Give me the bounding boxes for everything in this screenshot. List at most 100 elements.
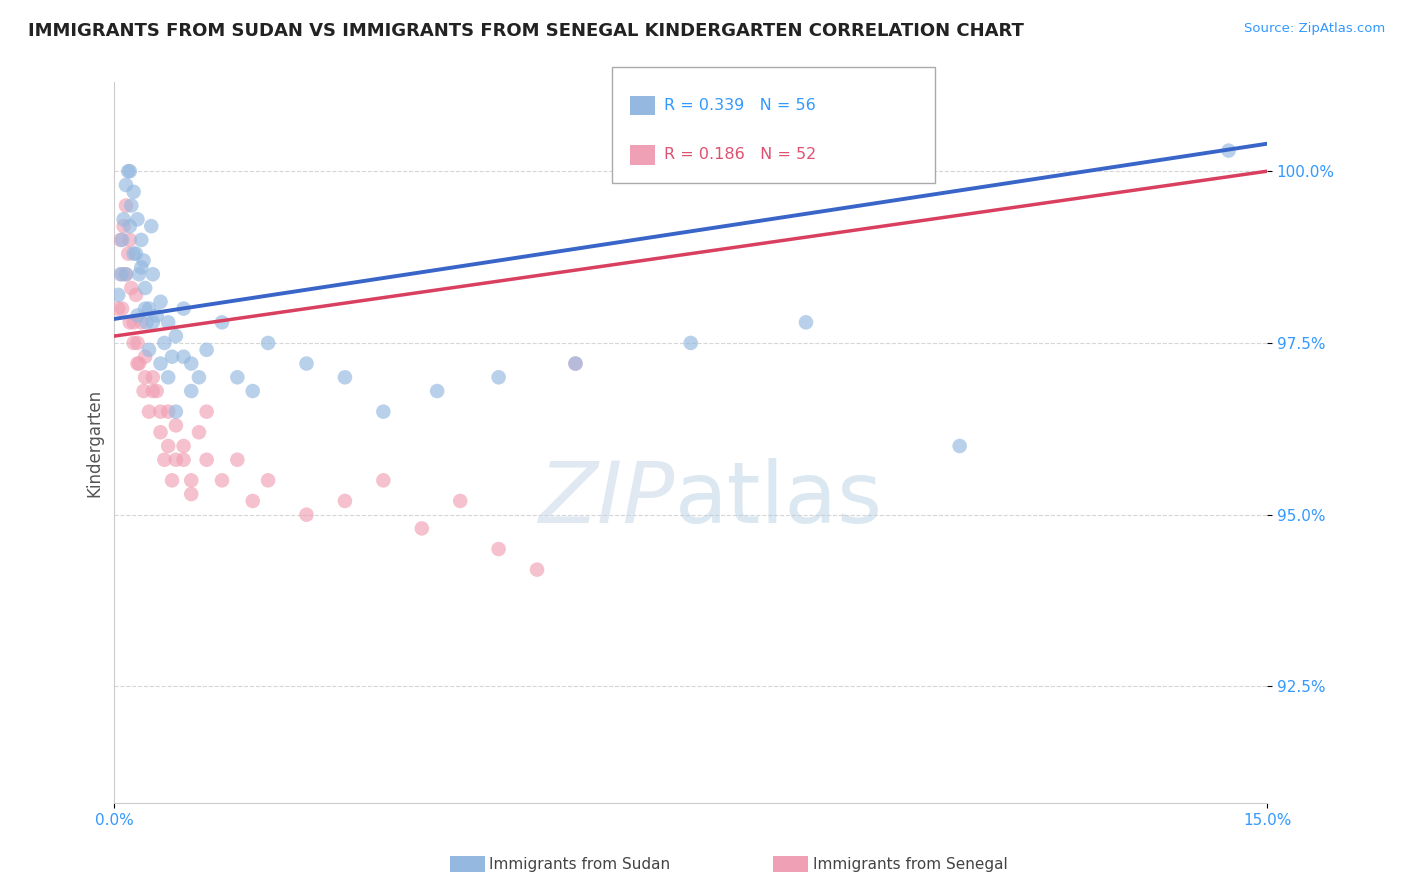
Text: R = 0.186   N = 52: R = 0.186 N = 52 <box>664 147 815 162</box>
Point <box>131 260 153 275</box>
Text: ZIP: ZIP <box>538 458 675 541</box>
Point <box>160 350 183 364</box>
Point <box>187 370 209 384</box>
Point <box>145 309 167 323</box>
Point <box>211 474 233 488</box>
Point <box>117 164 139 178</box>
Point <box>195 404 218 418</box>
Point <box>141 219 163 234</box>
Point <box>118 315 141 329</box>
Point <box>195 452 218 467</box>
Point <box>138 301 160 316</box>
Point <box>187 425 209 440</box>
Text: atlas: atlas <box>675 458 883 541</box>
Point <box>131 233 153 247</box>
Point <box>132 253 155 268</box>
Point <box>160 474 183 488</box>
Point <box>333 494 356 508</box>
Point <box>122 335 145 350</box>
Point <box>173 301 195 316</box>
Point <box>449 494 471 508</box>
Point <box>149 294 172 309</box>
Point <box>257 335 280 350</box>
Point <box>127 335 149 350</box>
Point <box>128 357 150 371</box>
Point <box>165 418 187 433</box>
Point <box>242 494 264 508</box>
Point <box>242 384 264 398</box>
Point <box>949 439 972 453</box>
Point <box>149 425 172 440</box>
Point <box>112 219 135 234</box>
Point <box>107 301 129 316</box>
Point <box>110 233 132 247</box>
Point <box>180 487 202 501</box>
Point <box>134 301 156 316</box>
Point <box>107 288 129 302</box>
Y-axis label: Kindergarten: Kindergarten <box>86 389 103 497</box>
Point <box>794 315 817 329</box>
Point <box>165 329 187 343</box>
Text: IMMIGRANTS FROM SUDAN VS IMMIGRANTS FROM SENEGAL KINDERGARTEN CORRELATION CHART: IMMIGRANTS FROM SUDAN VS IMMIGRANTS FROM… <box>28 22 1024 40</box>
Point <box>138 404 160 418</box>
Point <box>426 384 449 398</box>
Point <box>211 315 233 329</box>
Point <box>173 452 195 467</box>
Point <box>135 315 157 329</box>
Text: Source: ZipAtlas.com: Source: ZipAtlas.com <box>1244 22 1385 36</box>
Point <box>117 246 139 260</box>
Point <box>488 370 510 384</box>
Point <box>142 267 165 281</box>
Point <box>173 350 195 364</box>
Point <box>488 542 510 557</box>
Point <box>157 439 180 453</box>
Point <box>122 246 145 260</box>
Point <box>112 212 135 227</box>
Point <box>180 384 202 398</box>
Point <box>118 164 141 178</box>
Point <box>157 404 180 418</box>
Point <box>128 267 150 281</box>
Point <box>564 357 586 371</box>
Point <box>115 198 138 212</box>
Point <box>564 357 586 371</box>
Point <box>153 452 176 467</box>
Point <box>122 315 145 329</box>
Point <box>120 198 142 212</box>
Point <box>373 474 395 488</box>
Text: Immigrants from Sudan: Immigrants from Sudan <box>489 857 671 871</box>
Point <box>226 452 249 467</box>
Point <box>132 384 155 398</box>
Point <box>226 370 249 384</box>
Point <box>526 563 548 577</box>
Point <box>111 301 134 316</box>
Point <box>165 404 187 418</box>
Point <box>127 357 149 371</box>
Point <box>115 178 138 192</box>
Point <box>142 315 165 329</box>
Point <box>165 452 187 467</box>
Point <box>138 343 160 357</box>
Point <box>411 521 433 535</box>
Point <box>120 281 142 295</box>
Point <box>134 281 156 295</box>
Point <box>149 404 172 418</box>
Point <box>142 370 165 384</box>
Point <box>149 357 172 371</box>
Point <box>195 343 218 357</box>
Point <box>142 384 165 398</box>
Point <box>173 439 195 453</box>
Point <box>180 474 202 488</box>
Point <box>110 267 132 281</box>
Point <box>118 219 141 234</box>
Text: R = 0.339   N = 56: R = 0.339 N = 56 <box>664 98 815 113</box>
Point <box>111 267 134 281</box>
Point <box>118 233 141 247</box>
Point <box>333 370 356 384</box>
Point <box>679 335 702 350</box>
Point <box>1218 144 1240 158</box>
Point <box>134 370 156 384</box>
Point <box>127 309 149 323</box>
Point <box>115 267 138 281</box>
Point <box>134 350 156 364</box>
